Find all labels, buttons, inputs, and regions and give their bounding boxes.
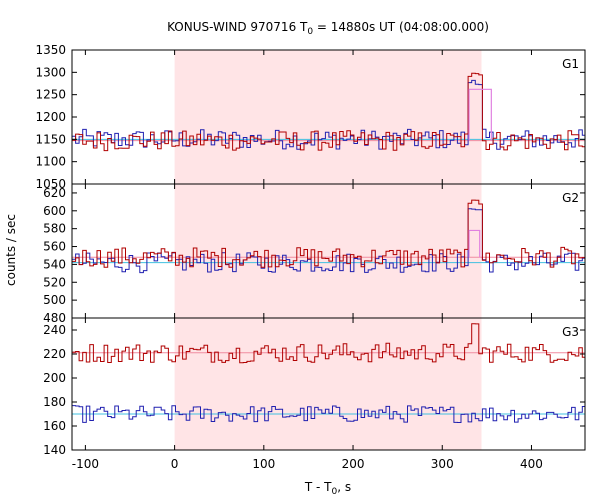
panel-label: G1 — [562, 57, 579, 71]
series-high — [72, 323, 585, 364]
peak-fit — [468, 88, 492, 141]
y-tick-label: 1250 — [35, 88, 66, 102]
series-high — [72, 72, 585, 152]
panel-g1: 1050 1100 1150 1200 1250 1300 1350 G1 — [35, 43, 586, 191]
highlight-interval — [174, 184, 482, 318]
y-tick-label: 600 — [43, 204, 66, 218]
panel-g3: 140 160 180 200 220 240 -100 0 100 200 300 400 G3 — [43, 317, 586, 471]
panel-label: G2 — [562, 191, 579, 205]
x-tick-label: -100 — [72, 457, 99, 471]
y-tick-label: 560 — [43, 240, 66, 254]
y-tick-label: 480 — [43, 311, 66, 325]
highlight-interval — [174, 50, 482, 184]
y-tick-label: 180 — [43, 395, 66, 409]
y-tick-label: 520 — [43, 275, 66, 289]
peak-fit — [468, 229, 481, 258]
x-tick-label: 300 — [431, 457, 454, 471]
y-tick-label: 240 — [43, 323, 66, 337]
y-tick-label: 540 — [43, 257, 66, 271]
y-tick-label: 500 — [43, 293, 66, 307]
x-tick-label: 200 — [342, 457, 365, 471]
panel-frame — [71, 317, 586, 451]
y-tick-label: 140 — [43, 443, 66, 457]
x-axis-label: T - T0, s — [304, 480, 351, 497]
y-tick-label: 160 — [43, 419, 66, 433]
series-high — [72, 199, 585, 268]
series-low — [72, 79, 585, 150]
series-low — [72, 405, 585, 423]
y-tick-label: 1350 — [35, 43, 66, 57]
y-tick-label: 1200 — [35, 110, 66, 124]
y-tick-label: 1050 — [35, 177, 66, 191]
x-tick-label: 400 — [520, 457, 543, 471]
y-tick-label: 620 — [43, 186, 66, 200]
y-tick-label: 1150 — [35, 132, 66, 146]
y-tick-label: 220 — [43, 347, 66, 361]
x-tick-label: 0 — [171, 457, 179, 471]
y-tick-label: 200 — [43, 371, 66, 385]
panel-g2: 480 500 520 540 560 580 600 620 G2 — [43, 183, 586, 325]
panel-label: G3 — [562, 325, 579, 339]
y-tick-label: 1300 — [35, 65, 66, 79]
chart-title: KONUS-WIND 970716 T0 = 14880s UT (04:08:… — [167, 20, 489, 37]
y-axis-label: counts / sec — [4, 214, 18, 286]
y-tick-label: 1100 — [35, 155, 66, 169]
chart-panels: 1050 1100 1150 1200 1250 1300 1350 G1 480 500 520 5… — [35, 43, 586, 471]
y-tick-label: 580 — [43, 222, 66, 236]
highlight-interval — [174, 318, 482, 450]
x-tick-label: 100 — [252, 457, 275, 471]
